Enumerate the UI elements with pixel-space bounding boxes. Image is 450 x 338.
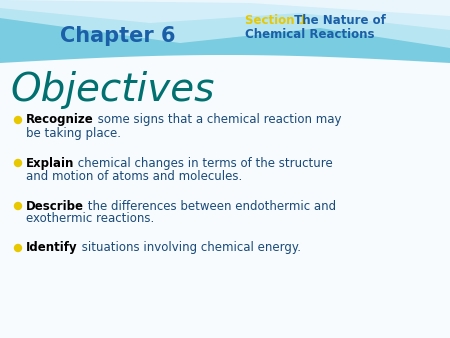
Text: Identify: Identify [26,241,77,255]
Polygon shape [0,0,450,30]
Polygon shape [0,0,450,48]
Text: Chapter 6: Chapter 6 [60,26,176,46]
Circle shape [14,202,22,210]
Text: the differences between endothermic and: the differences between endothermic and [84,199,336,213]
Text: situations involving chemical energy.: situations involving chemical energy. [77,241,301,255]
Circle shape [14,160,22,167]
Text: Chemical Reactions: Chemical Reactions [245,27,374,41]
Circle shape [14,117,22,123]
Text: Objectives: Objectives [10,71,214,109]
Text: some signs that a chemical reaction may: some signs that a chemical reaction may [94,114,341,126]
Text: chemical changes in terms of the structure: chemical changes in terms of the structu… [74,156,333,169]
Text: Recognize: Recognize [26,114,94,126]
Polygon shape [0,0,450,16]
Text: The Nature of: The Nature of [290,14,386,26]
Bar [0,0,450,68]
Text: Explain: Explain [26,156,74,169]
Text: and motion of atoms and molecules.: and motion of atoms and molecules. [26,169,242,183]
Text: be taking place.: be taking place. [26,126,121,140]
Text: exothermic reactions.: exothermic reactions. [26,213,154,225]
Polygon shape [0,55,450,338]
Text: Describe: Describe [26,199,84,213]
Text: Section 1: Section 1 [245,14,307,26]
Circle shape [14,244,22,251]
